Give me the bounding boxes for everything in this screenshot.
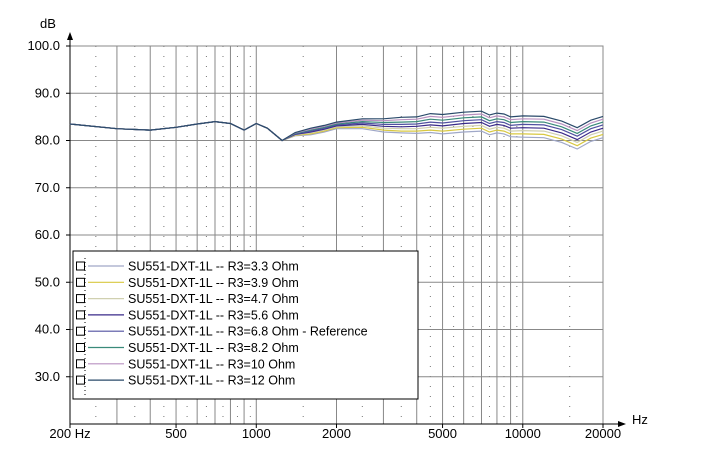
x-tick-label: 2000 bbox=[322, 426, 351, 441]
x-tick-label: 1000 bbox=[242, 426, 271, 441]
legend-checkbox bbox=[76, 375, 85, 385]
legend-box bbox=[72, 250, 419, 400]
legend-label: SU551-DXT-1L -- R3=3.3 Ohm bbox=[128, 260, 299, 274]
legend-label: SU551-DXT-1L -- R3=3.9 Ohm bbox=[128, 276, 299, 290]
x-axis-arrow bbox=[618, 421, 626, 427]
y-tick-label: 100.0 bbox=[27, 38, 60, 53]
legend-label: SU551-DXT-1L -- R3=12 Ohm bbox=[128, 374, 295, 388]
y-tick-label: 80.0 bbox=[35, 133, 60, 148]
legend-label: SU551-DXT-1L -- R3=5.6 Ohm bbox=[128, 308, 299, 322]
y-tick-label: 30.0 bbox=[35, 369, 60, 384]
legend: SU551-DXT-1L -- R3=3.3 Ohm SU551-DXT-1L -… bbox=[72, 250, 419, 400]
axes: 100.0 90.0 80.0 70.0 60.0 50.0 40.0 30.0 200 Hz 5… bbox=[27, 32, 626, 441]
y-tick-label: 70.0 bbox=[35, 180, 60, 195]
series-line bbox=[69, 110, 604, 142]
y-axis-label: dB bbox=[40, 16, 56, 31]
series-lines bbox=[69, 110, 604, 150]
x-tick-label: 10000 bbox=[505, 426, 541, 441]
legend-checkbox bbox=[76, 261, 85, 271]
legend-checkbox bbox=[76, 359, 85, 369]
x-tick-label: 500 bbox=[165, 426, 187, 441]
x-tick-label: 20000 bbox=[585, 426, 621, 441]
legend-label: SU551-DXT-1L -- R3=4.7 Ohm bbox=[128, 292, 299, 306]
legend-checkbox bbox=[76, 277, 85, 287]
y-tick-label: 40.0 bbox=[35, 322, 60, 337]
legend-checkbox bbox=[76, 310, 85, 320]
legend-label: SU551-DXT-1L -- R3=6.8 Ohm - Reference bbox=[128, 325, 368, 339]
y-axis-arrow bbox=[67, 32, 73, 40]
legend-label: SU551-DXT-1L -- R3=8.2 Ohm bbox=[128, 341, 299, 355]
legend-checkbox bbox=[76, 343, 85, 352]
legend-label: SU551-DXT-1L -- R3=10 Ohm bbox=[128, 357, 295, 371]
legend-checkbox bbox=[76, 294, 85, 304]
x-tick-label: 5000 bbox=[428, 426, 457, 441]
y-tick-label: 50.0 bbox=[35, 274, 60, 289]
legend-checkbox bbox=[76, 326, 85, 336]
y-tick-label: 90.0 bbox=[35, 85, 60, 100]
x-tick-label: 200 Hz bbox=[49, 426, 90, 441]
x-axis-label: Hz bbox=[632, 412, 648, 427]
y-tick-label: 60.0 bbox=[35, 227, 60, 242]
